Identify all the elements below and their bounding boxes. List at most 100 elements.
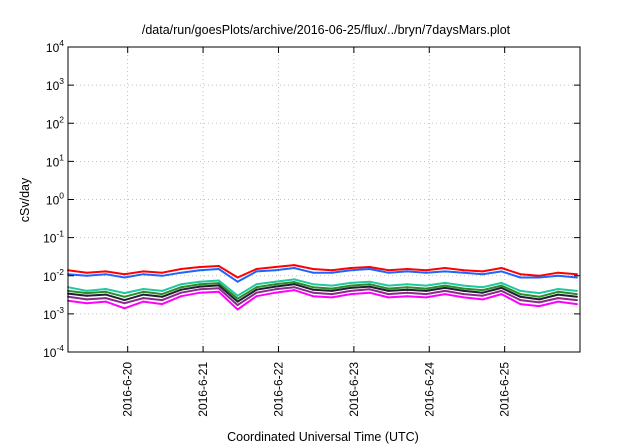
- y-tick-label: 10-2: [43, 267, 64, 284]
- series-point-4: [575, 293, 578, 296]
- series-point-2: [575, 276, 578, 279]
- series-point-1: [462, 269, 465, 272]
- series-point-7: [161, 303, 164, 306]
- series-point-4: [123, 295, 126, 298]
- series-point-6: [330, 293, 333, 296]
- series-point-2: [255, 270, 258, 273]
- x-tick-label: 2016-6-23: [347, 362, 361, 417]
- series-point-3: [519, 289, 522, 292]
- series-point-1: [575, 273, 578, 276]
- series-point-1: [481, 270, 484, 273]
- series-point-3: [387, 284, 390, 287]
- series-point-4: [557, 290, 560, 293]
- series-point-4: [462, 287, 465, 290]
- series-point-1: [444, 267, 446, 269]
- series-point-1: [349, 267, 352, 269]
- series-point-1: [161, 271, 164, 274]
- series-point-7: [236, 308, 239, 311]
- x-tick-label: 2016-6-25: [498, 362, 512, 417]
- y-tick-exponent: -3: [56, 305, 64, 315]
- series-point-6: [575, 299, 578, 302]
- series-line-4: [67, 281, 578, 300]
- series-point-3: [312, 283, 314, 286]
- series-point-7: [330, 296, 333, 299]
- series-point-6: [425, 293, 428, 296]
- series-point-7: [462, 296, 465, 299]
- series-point-6: [481, 294, 484, 297]
- series-point-5: [123, 299, 126, 302]
- series-point-4: [255, 286, 258, 289]
- series-point-5: [198, 285, 201, 288]
- series-point-7: [575, 303, 578, 306]
- series-point-4: [236, 297, 239, 300]
- series-point-3: [349, 281, 352, 284]
- series-point-3: [500, 281, 503, 284]
- series-point-3: [368, 280, 371, 283]
- series-point-5: [481, 291, 484, 294]
- series-point-4: [406, 286, 409, 289]
- series-point-4: [180, 286, 183, 289]
- series-point-5: [85, 294, 88, 297]
- series-point-2: [180, 271, 183, 274]
- series-point-4: [519, 293, 522, 296]
- series-point-6: [198, 288, 201, 291]
- series-point-7: [198, 291, 201, 294]
- x-tick-label: 2016-6-24: [422, 362, 436, 417]
- series-point-4: [198, 283, 201, 286]
- series-point-3: [255, 283, 258, 286]
- series-point-7: [274, 291, 277, 294]
- series-point-2: [387, 271, 390, 274]
- series-point-2: [85, 274, 88, 277]
- series-point-5: [142, 293, 145, 296]
- series-point-6: [368, 288, 371, 291]
- series-point-5: [104, 293, 107, 296]
- series-point-4: [349, 284, 352, 287]
- series-point-7: [217, 290, 220, 293]
- y-tick-exponent: 4: [59, 38, 64, 48]
- y-tick-base: 10: [43, 346, 57, 360]
- series-point-7: [481, 298, 484, 301]
- series-point-5: [255, 288, 258, 291]
- series-point-2: [444, 270, 446, 273]
- series-point-5: [444, 286, 446, 289]
- series-point-6: [557, 297, 560, 300]
- series-point-1: [180, 268, 183, 270]
- series-point-6: [406, 291, 409, 294]
- series-point-1: [274, 266, 277, 268]
- y-tick-base: 10: [43, 270, 57, 284]
- series-point-6: [104, 297, 107, 300]
- series-point-1: [293, 264, 296, 267]
- series-point-2: [104, 273, 107, 276]
- series-point-2: [519, 276, 522, 279]
- y-tick-label: 100: [46, 191, 64, 208]
- y-tick-exponent: 0: [59, 191, 64, 201]
- series-point-1: [123, 273, 126, 276]
- series-line-1: [67, 264, 577, 279]
- series-point-7: [180, 295, 183, 298]
- ticks: 10-410-310-210-11001011021031042016-6-20…: [43, 38, 580, 417]
- series-point-4: [217, 282, 220, 285]
- series-point-5: [368, 285, 371, 288]
- series-point-5: [293, 283, 296, 286]
- series-point-2: [481, 273, 484, 276]
- series-point-5: [312, 288, 314, 291]
- series-point-4: [500, 284, 503, 287]
- series-point-1: [142, 270, 145, 273]
- x-tick-label: 2016-6-22: [271, 362, 285, 417]
- series-point-7: [255, 295, 258, 298]
- series-line-2: [67, 267, 577, 283]
- series-point-5: [519, 295, 522, 298]
- series-point-2: [368, 268, 371, 270]
- series-point-4: [142, 290, 145, 293]
- series-point-1: [330, 269, 333, 272]
- series-point-1: [500, 267, 503, 269]
- series-point-4: [444, 284, 446, 287]
- series-point-2: [198, 269, 201, 272]
- series-point-6: [274, 288, 277, 291]
- series-point-2: [500, 270, 503, 273]
- series-point-6: [217, 287, 220, 290]
- series-point-2: [293, 267, 296, 269]
- series-point-1: [387, 269, 390, 272]
- x-axis-label: Coordinated Universal Time (UTC): [227, 430, 419, 444]
- series-point-5: [349, 286, 352, 289]
